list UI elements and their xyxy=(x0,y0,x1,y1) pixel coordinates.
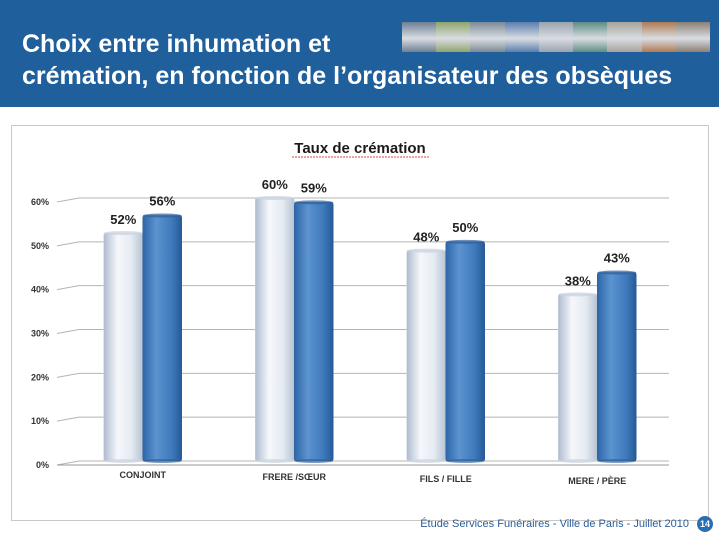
bar xyxy=(103,232,143,462)
bar-base xyxy=(406,459,446,463)
bar xyxy=(406,250,446,462)
bar-base xyxy=(103,459,143,463)
x-tick-label: MERE / PÈRE xyxy=(568,476,626,486)
page-number: 14 xyxy=(697,516,713,532)
data-label: 43% xyxy=(604,251,630,266)
bar-top xyxy=(103,231,143,236)
y-tick-label: 0% xyxy=(36,460,49,470)
gridline-depth xyxy=(56,329,80,334)
data-label: 38% xyxy=(565,273,591,288)
bar xyxy=(558,294,598,462)
x-axis-labels: CONJOINT FRERE /SŒUR FILS / FILLE MERE / PÈ… xyxy=(119,470,626,486)
bar-top xyxy=(558,292,598,297)
bar-top xyxy=(294,200,334,205)
bar xyxy=(142,215,182,462)
photo-strip-photo xyxy=(573,22,608,52)
y-tick-label: 20% xyxy=(31,372,49,382)
bar xyxy=(255,197,295,462)
chart-title: Taux de crémation xyxy=(294,140,425,157)
photo-strip-photo xyxy=(675,22,710,52)
bar-top xyxy=(142,213,182,218)
bar xyxy=(294,202,334,462)
slide-footer: Étude Services Funéraires - Ville de Par… xyxy=(0,514,719,540)
bar-top xyxy=(597,270,637,275)
data-label: 59% xyxy=(301,180,327,195)
photo-strip-photo xyxy=(436,22,471,52)
y-tick-label: 40% xyxy=(31,285,49,295)
bar-base xyxy=(142,459,182,463)
photo-strip-photo xyxy=(504,22,539,52)
bar-top xyxy=(406,248,446,253)
slide-title-line-2: crémation, en fonction de l’organisateur… xyxy=(22,62,673,90)
bar-base xyxy=(294,459,334,463)
y-tick-label: 60% xyxy=(31,197,49,207)
gridline-depth xyxy=(56,285,80,291)
bar-base xyxy=(255,459,295,463)
footer-text: Étude Services Funéraires - Ville de Par… xyxy=(420,518,689,530)
bar-top xyxy=(255,196,295,200)
gridline-depth xyxy=(56,241,80,247)
photo-strip-photo xyxy=(470,22,505,52)
slide-title-line-1: Choix entre inhumation et xyxy=(22,30,331,58)
y-tick-label: 50% xyxy=(31,241,49,251)
bar-top xyxy=(445,239,485,244)
data-label: 60% xyxy=(262,177,288,192)
photo-strip xyxy=(402,22,710,52)
data-label: 52% xyxy=(110,212,136,227)
gridline-depth xyxy=(56,416,80,422)
data-label: 56% xyxy=(149,194,175,209)
slide-title: Choix entre inhumation et crémation, en … xyxy=(22,28,672,92)
data-label: 50% xyxy=(452,220,478,235)
bar-base xyxy=(558,459,598,463)
bars: 52% 56% 60% 59% 48% 50% 38% 43% xyxy=(103,177,637,463)
gridline-depth xyxy=(56,372,80,378)
photo-strip-photo xyxy=(402,22,437,52)
data-label: 48% xyxy=(413,230,439,245)
y-axis-ticks: 0% 10% 20% 30% 40% 50% 60% xyxy=(31,197,49,470)
slide-header: Choix entre inhumation et crémation, en … xyxy=(0,0,719,107)
chart-frame: Taux de crémation 0% 10% 20% 30% 40% 50% 60% 5… xyxy=(11,125,709,521)
bar xyxy=(445,241,485,462)
gridline-depth xyxy=(56,197,80,203)
bar xyxy=(597,272,637,462)
x-tick-label: FILS / FILLE xyxy=(420,474,472,484)
bar-base xyxy=(597,459,637,463)
gridline-depth xyxy=(56,460,80,466)
y-tick-label: 10% xyxy=(31,416,49,426)
bar-base xyxy=(445,459,485,463)
y-tick-label: 30% xyxy=(31,329,49,339)
photo-strip-photo xyxy=(538,22,574,52)
bar-chart: Taux de crémation 0% 10% 20% 30% 40% 50% 60% 5… xyxy=(31,140,669,486)
photo-strip-photo xyxy=(607,22,642,52)
x-tick-label: CONJOINT xyxy=(119,470,166,480)
x-tick-label: FRERE /SŒUR xyxy=(262,472,326,482)
photo-strip-photo xyxy=(641,22,676,52)
